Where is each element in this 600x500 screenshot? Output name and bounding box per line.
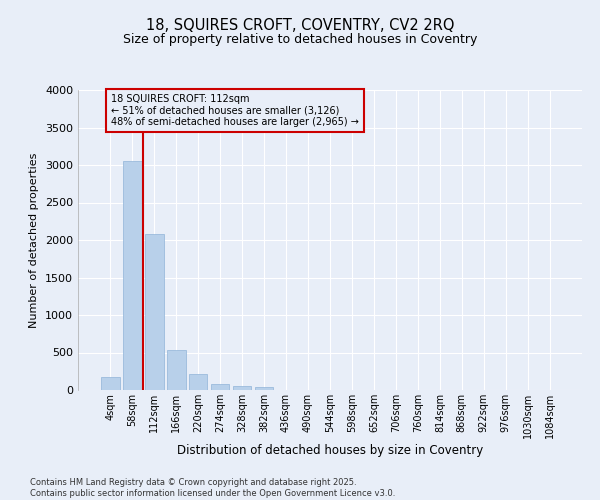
Text: Contains HM Land Registry data © Crown copyright and database right 2025.
Contai: Contains HM Land Registry data © Crown c… [30, 478, 395, 498]
Bar [167, 350, 185, 390]
Bar [123, 161, 142, 390]
Bar [233, 386, 251, 390]
Y-axis label: Number of detached properties: Number of detached properties [29, 152, 40, 328]
Bar [255, 388, 274, 390]
Text: Size of property relative to detached houses in Coventry: Size of property relative to detached ho… [123, 32, 477, 46]
Bar [189, 374, 208, 390]
Bar [101, 377, 119, 390]
Bar [211, 384, 229, 390]
Bar [145, 234, 164, 390]
Text: 18 SQUIRES CROFT: 112sqm
← 51% of detached houses are smaller (3,126)
48% of sem: 18 SQUIRES CROFT: 112sqm ← 51% of detach… [112, 94, 359, 127]
X-axis label: Distribution of detached houses by size in Coventry: Distribution of detached houses by size … [177, 444, 483, 456]
Text: 18, SQUIRES CROFT, COVENTRY, CV2 2RQ: 18, SQUIRES CROFT, COVENTRY, CV2 2RQ [146, 18, 454, 32]
